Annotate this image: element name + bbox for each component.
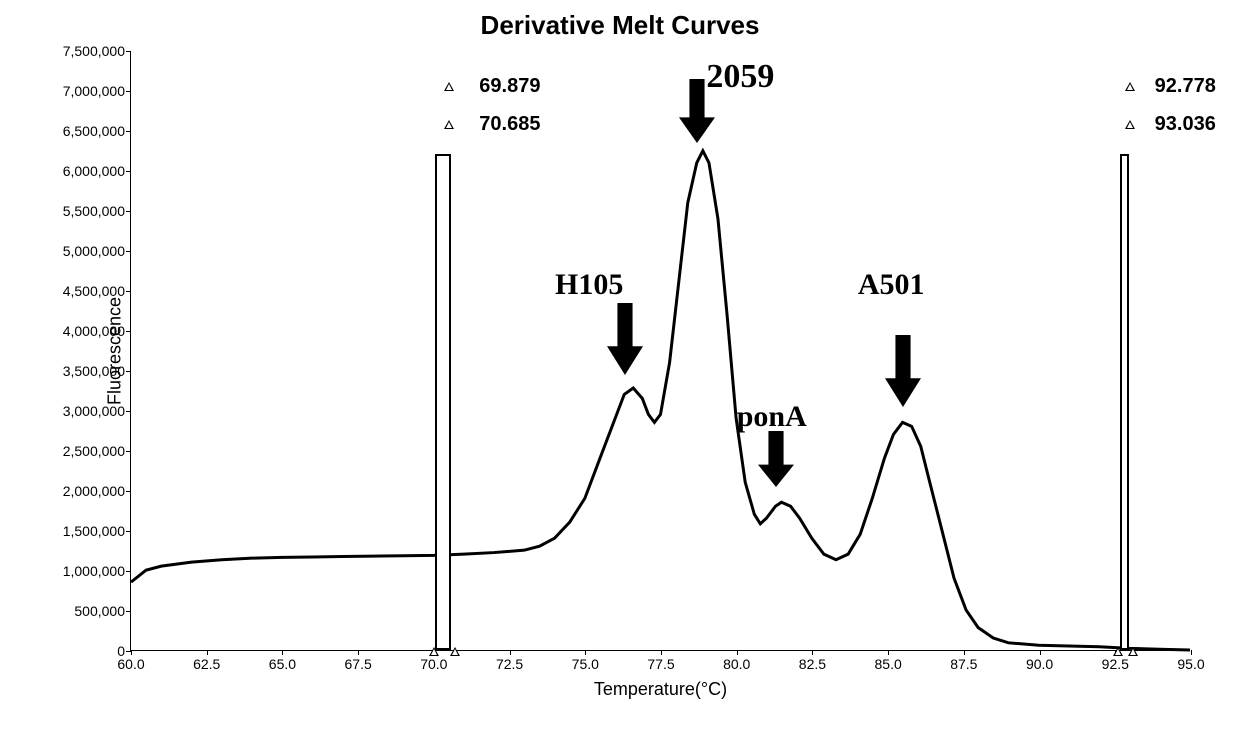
y-tick-label: 5,000,000 — [63, 243, 125, 259]
x-tick-mark — [358, 650, 359, 655]
x-tick-mark — [510, 650, 511, 655]
y-tick-label: 7,500,000 — [63, 43, 125, 59]
x-tick-label: 95.0 — [1177, 656, 1204, 672]
x-tick-mark — [1040, 650, 1041, 655]
peak-label: H105 — [555, 268, 623, 302]
y-tick-label: 3,500,000 — [63, 363, 125, 379]
x-tick-label: 80.0 — [723, 656, 750, 672]
marker-value-label: 70.685 — [479, 113, 540, 136]
marker-value-label: 69.879 — [479, 75, 540, 98]
plot-area: Fluorescence Temperature(°C) 0500,0001,0… — [130, 51, 1190, 651]
x-tick-mark — [131, 650, 132, 655]
y-tick-label: 6,000,000 — [63, 163, 125, 179]
y-tick-mark — [126, 91, 131, 92]
chart-title: Derivative Melt Curves — [30, 10, 1210, 41]
y-tick-label: 500,000 — [74, 603, 125, 619]
y-tick-mark — [126, 131, 131, 132]
melt-curve-line — [131, 151, 1190, 650]
y-tick-mark — [126, 531, 131, 532]
x-tick-mark — [661, 650, 662, 655]
marker-value-label: 93.036 — [1155, 113, 1216, 136]
marker-triangle — [444, 82, 454, 91]
x-tick-label: 87.5 — [950, 656, 977, 672]
y-tick-label: 7,000,000 — [63, 83, 125, 99]
axis-marker-triangle — [450, 647, 460, 656]
y-tick-label: 5,500,000 — [63, 203, 125, 219]
x-tick-label: 65.0 — [269, 656, 296, 672]
axis-marker-triangle — [1113, 647, 1123, 656]
axis-marker-triangle — [429, 647, 439, 656]
x-tick-label: 67.5 — [345, 656, 372, 672]
y-tick-mark — [126, 491, 131, 492]
y-axis-label: Fluorescence — [105, 296, 126, 404]
y-tick-label: 6,500,000 — [63, 123, 125, 139]
y-tick-mark — [126, 411, 131, 412]
x-tick-label: 82.5 — [799, 656, 826, 672]
marker-triangle — [444, 120, 454, 129]
y-tick-label: 1,500,000 — [63, 523, 125, 539]
x-tick-mark — [207, 650, 208, 655]
x-axis-label: Temperature(°C) — [594, 679, 727, 700]
axis-marker-triangle — [1128, 647, 1138, 656]
y-tick-label: 4,500,000 — [63, 283, 125, 299]
melt-curve-chart: Derivative Melt Curves Fluorescence Temp… — [30, 10, 1210, 720]
peak-label: A501 — [858, 268, 925, 302]
x-tick-mark — [737, 650, 738, 655]
y-tick-mark — [126, 371, 131, 372]
y-tick-mark — [126, 251, 131, 252]
x-tick-label: 90.0 — [1026, 656, 1053, 672]
y-tick-label: 3,000,000 — [63, 403, 125, 419]
x-tick-label: 62.5 — [193, 656, 220, 672]
y-tick-mark — [126, 571, 131, 572]
x-tick-label: 75.0 — [572, 656, 599, 672]
x-tick-mark — [585, 650, 586, 655]
x-tick-label: 77.5 — [647, 656, 674, 672]
peak-arrow-icon — [758, 431, 794, 487]
y-tick-mark — [126, 171, 131, 172]
x-tick-mark — [282, 650, 283, 655]
peak-arrow-icon — [679, 79, 715, 143]
threshold-bar — [1120, 154, 1129, 650]
y-tick-label: 4,000,000 — [63, 323, 125, 339]
marker-triangle — [1125, 82, 1135, 91]
y-tick-mark — [126, 331, 131, 332]
x-tick-label: 85.0 — [875, 656, 902, 672]
x-tick-mark — [812, 650, 813, 655]
marker-value-label: 92.778 — [1155, 75, 1216, 98]
peak-label: 2059 — [706, 58, 774, 96]
x-tick-mark — [964, 650, 965, 655]
curve-svg — [131, 51, 1190, 650]
x-tick-label: 60.0 — [117, 656, 144, 672]
y-tick-mark — [126, 451, 131, 452]
y-tick-label: 2,500,000 — [63, 443, 125, 459]
y-tick-mark — [126, 611, 131, 612]
x-tick-mark — [1191, 650, 1192, 655]
peak-arrow-icon — [607, 303, 643, 375]
y-tick-mark — [126, 51, 131, 52]
x-tick-label: 92.5 — [1102, 656, 1129, 672]
peak-arrow-icon — [885, 335, 921, 407]
y-tick-label: 1,000,000 — [63, 563, 125, 579]
x-tick-mark — [888, 650, 889, 655]
marker-triangle — [1125, 120, 1135, 129]
x-tick-label: 70.0 — [420, 656, 447, 672]
y-tick-mark — [126, 211, 131, 212]
threshold-bar — [435, 154, 450, 650]
y-tick-label: 2,000,000 — [63, 483, 125, 499]
x-tick-label: 72.5 — [496, 656, 523, 672]
peak-label: ponA — [737, 400, 807, 434]
y-tick-mark — [126, 291, 131, 292]
